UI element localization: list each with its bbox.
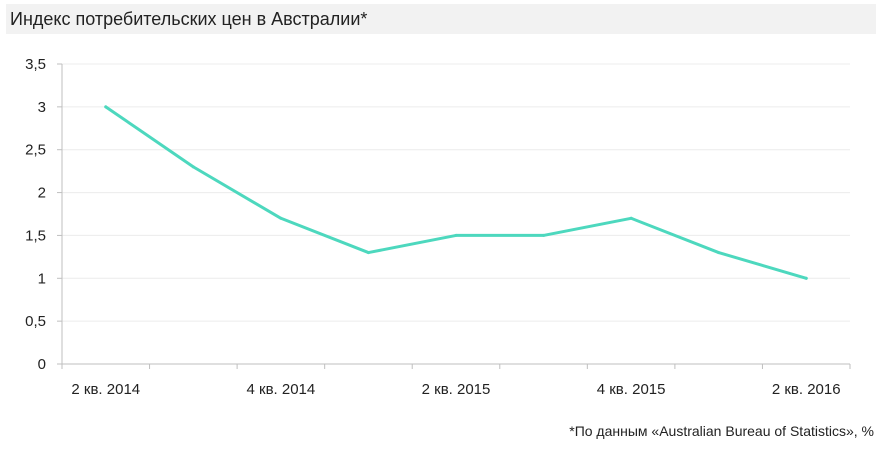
x-tick-label: 4 кв. 2014 bbox=[247, 381, 316, 398]
x-tick-label: 4 кв. 2015 bbox=[597, 381, 666, 398]
y-tick-label: 3 bbox=[38, 99, 46, 116]
data-point bbox=[366, 251, 370, 255]
x-tick-label: 2 кв. 2015 bbox=[422, 381, 491, 398]
axes bbox=[61, 64, 850, 365]
data-point bbox=[629, 216, 633, 220]
y-tick-label: 1 bbox=[38, 270, 46, 287]
chart-title: Индекс потребительских цен в Австралии* bbox=[10, 9, 368, 29]
data-point bbox=[279, 216, 283, 220]
title-bar: Индекс потребительских цен в Австралии* bbox=[6, 4, 876, 34]
y-tick-label: 2 bbox=[38, 185, 46, 202]
gridlines bbox=[62, 63, 850, 322]
y-tick-label: 0 bbox=[38, 356, 46, 373]
x-tick-label: 2 кв. 2014 bbox=[71, 381, 140, 398]
series-group bbox=[104, 105, 808, 280]
footnote: *По данным «Australian Bureau of Statist… bbox=[569, 423, 874, 439]
y-axis-ticks: 0 0,5 1 1,5 2 2,5 3 3,5 bbox=[25, 56, 62, 373]
y-tick-label: 1,5 bbox=[25, 227, 46, 244]
x-tick-label: 2 кв. 2016 bbox=[772, 381, 841, 398]
data-point bbox=[191, 165, 195, 169]
data-point bbox=[717, 251, 721, 255]
data-point bbox=[804, 276, 808, 280]
y-tick-label: 3,5 bbox=[25, 56, 46, 73]
data-point bbox=[454, 233, 458, 237]
x-axis-ticks: 2 кв. 2014 4 кв. 2014 2 кв. 2015 4 кв. 2015… bbox=[61, 364, 851, 398]
data-point bbox=[542, 233, 546, 237]
y-tick-label: 2,5 bbox=[25, 142, 46, 159]
y-tick-label: 0,5 bbox=[25, 313, 46, 330]
data-point bbox=[104, 105, 108, 109]
